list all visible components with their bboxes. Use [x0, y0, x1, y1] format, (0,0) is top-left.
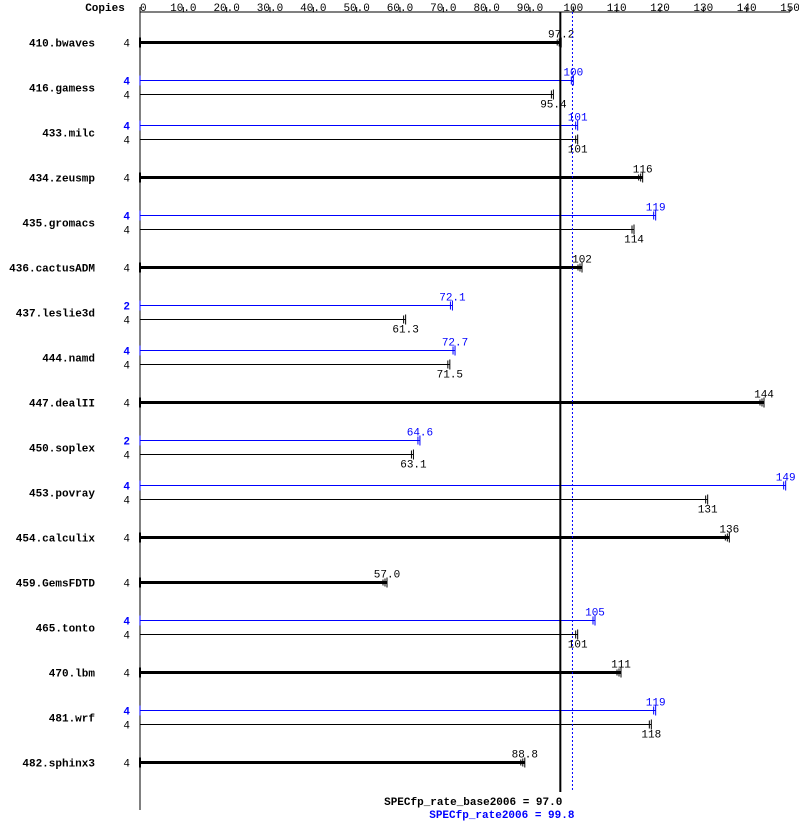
xtick-label: 30.0 — [257, 3, 283, 15]
copies-base: 4 — [123, 759, 130, 771]
value-base: 102 — [572, 255, 592, 267]
copies-base: 4 — [123, 316, 130, 328]
ref-peak-label: SPECfp_rate2006 = 99.8 — [429, 810, 575, 822]
value-base: 101 — [568, 640, 588, 652]
copies-peak: 4 — [123, 212, 130, 224]
benchmark-label: 465.tonto — [36, 624, 96, 636]
copies-base: 4 — [123, 264, 130, 276]
copies-peak: 4 — [123, 482, 130, 494]
benchmark-label: 437.leslie3d — [16, 309, 95, 321]
xtick-label: 60.0 — [387, 3, 413, 15]
value-base: 114 — [624, 235, 644, 247]
xtick-label: 140 — [737, 3, 757, 15]
copies-peak: 2 — [123, 437, 130, 449]
xtick-label: 70.0 — [430, 3, 456, 15]
xtick-label: 10.0 — [170, 3, 196, 15]
chart-svg: Copies 0 10.0 20.0 30.0 40.0 50.0 60.0 70.0 80.0 9… — [0, 0, 799, 831]
xtick-label: 110 — [607, 3, 627, 15]
value-peak: 72.7 — [442, 338, 468, 350]
xtick-label: 80.0 — [473, 3, 499, 15]
copies-base: 4 — [123, 451, 130, 463]
value-peak: 119 — [646, 203, 666, 215]
copies-base: 4 — [123, 669, 130, 681]
benchmark-label: 447.dealII — [29, 399, 95, 411]
value-base: 136 — [719, 525, 739, 537]
benchmark-label: 435.gromacs — [22, 219, 95, 231]
value-base: 57.0 — [374, 570, 400, 582]
copies-base: 4 — [123, 496, 130, 508]
value-peak: 101 — [568, 113, 588, 125]
xtick-label: 0 — [140, 3, 147, 15]
axis-label-copies: Copies — [85, 3, 125, 15]
value-base: 118 — [641, 730, 661, 742]
benchmark-label: 416.gamess — [29, 84, 95, 96]
value-base: 95.4 — [540, 100, 567, 112]
copies-base: 4 — [123, 174, 130, 186]
copies-base: 4 — [123, 579, 130, 591]
ref-base-label: SPECfp_rate_base2006 = 97.0 — [384, 797, 562, 809]
value-base: 88.8 — [512, 750, 538, 762]
value-base: 101 — [568, 145, 588, 157]
xtick-label: 20.0 — [213, 3, 239, 15]
value-peak: 72.1 — [439, 293, 466, 305]
benchmark-label: 470.lbm — [49, 669, 96, 681]
spec-benchmark-chart: Copies 0 10.0 20.0 30.0 40.0 50.0 60.0 70.0 80.0 9… — [0, 0, 799, 831]
value-peak: 119 — [646, 698, 666, 710]
value-peak: 149 — [776, 473, 796, 485]
copies-base: 4 — [123, 399, 130, 411]
copies-peak: 2 — [123, 302, 130, 314]
xtick-label: 120 — [650, 3, 670, 15]
value-peak: 64.6 — [407, 428, 433, 440]
benchmark-label: 436.cactusADM — [9, 264, 95, 276]
xtick-label: 50.0 — [343, 3, 369, 15]
copies-base: 4 — [123, 39, 130, 51]
copies-base: 4 — [123, 721, 130, 733]
xtick-label: 40.0 — [300, 3, 326, 15]
copies-peak: 4 — [123, 347, 130, 359]
benchmark-label: 434.zeusmp — [29, 174, 95, 186]
xtick-label: 100 — [563, 3, 583, 15]
benchmark-label: 454.calculix — [16, 534, 96, 546]
value-base: 71.5 — [437, 370, 463, 382]
value-peak: 100 — [563, 68, 583, 80]
copies-peak: 4 — [123, 707, 130, 719]
value-peak: 105 — [585, 608, 605, 620]
value-base: 63.1 — [400, 460, 427, 472]
copies-base: 4 — [123, 226, 130, 238]
benchmark-label: 482.sphinx3 — [22, 759, 95, 771]
copies-base: 4 — [123, 534, 130, 546]
value-base: 61.3 — [392, 325, 418, 337]
value-base: 131 — [698, 505, 718, 517]
benchmark-label: 433.milc — [42, 129, 95, 141]
benchmark-label: 410.bwaves — [29, 39, 95, 51]
copies-peak: 4 — [123, 617, 130, 629]
copies-base: 4 — [123, 361, 130, 373]
copies-base: 4 — [123, 631, 130, 643]
benchmark-label: 444.namd — [42, 354, 95, 366]
benchmark-label: 459.GemsFDTD — [16, 579, 96, 591]
xtick-label: 130 — [693, 3, 713, 15]
value-base: 111 — [611, 660, 631, 672]
benchmark-label: 450.soplex — [29, 444, 95, 456]
copies-base: 4 — [123, 136, 130, 148]
benchmark-label: 453.povray — [29, 489, 95, 501]
copies-peak: 4 — [123, 122, 130, 134]
copies-base: 4 — [123, 91, 130, 103]
xtick-label: 90.0 — [517, 3, 543, 15]
value-base: 116 — [633, 165, 653, 177]
copies-peak: 4 — [123, 77, 130, 89]
benchmark-label: 481.wrf — [49, 714, 96, 726]
value-base: 144 — [754, 390, 774, 402]
